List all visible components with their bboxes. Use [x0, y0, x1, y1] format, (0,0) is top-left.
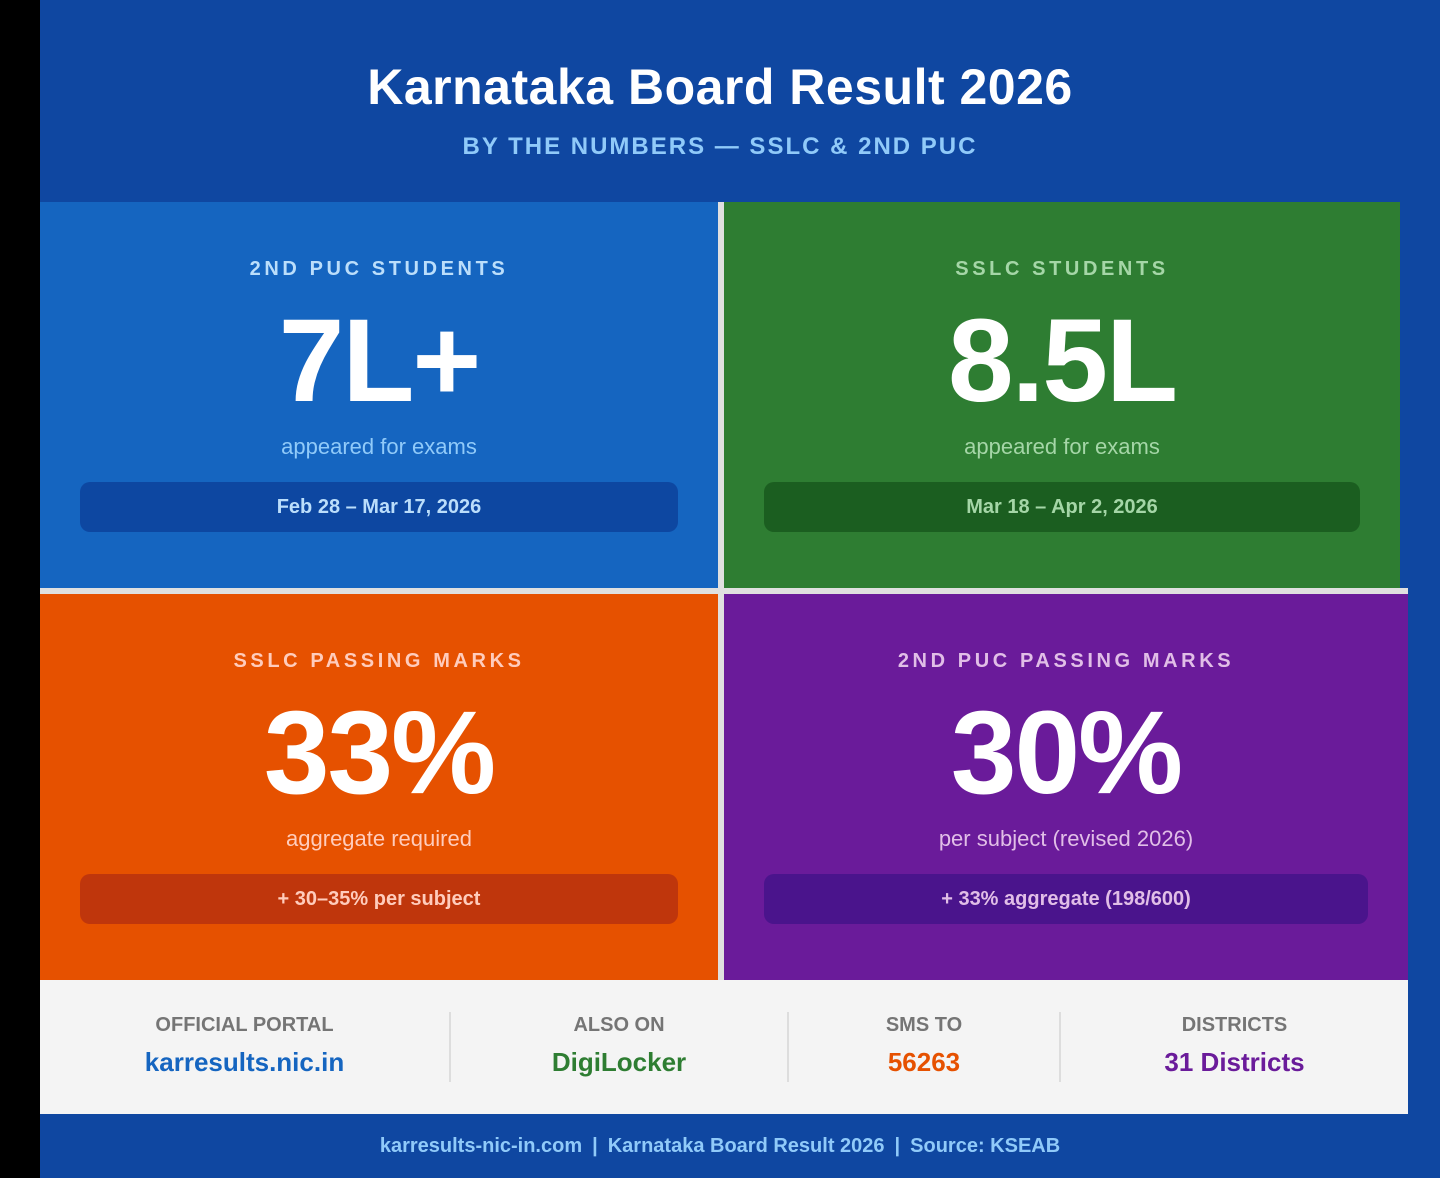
card-label: 2ND PUC PASSING MARKS: [897, 650, 1235, 672]
footer-separator: |: [592, 1135, 598, 1157]
page-title: Karnataka Board Result 2026: [367, 59, 1073, 115]
card-puc-passing-marks: 2ND PUC PASSING MARKS 30% per subject (r…: [724, 594, 1408, 980]
card-label: SSLC PASSING MARKS: [233, 650, 525, 672]
footer-source: Source: KSEAB: [910, 1135, 1061, 1157]
card-date-pill: Mar 18 – Apr 2, 2026: [764, 482, 1360, 532]
stat-label: SMS TO: [885, 1014, 963, 1036]
card-note-pill: + 33% aggregate (198/600): [764, 874, 1368, 924]
divider: [1059, 1012, 1061, 1082]
card-sslc-students: SSLC STUDENTS 8.5L appeared for exams Ma…: [724, 202, 1400, 588]
footer: karresults-nic-in.com | Karnataka Board Re…: [40, 1114, 1400, 1178]
stat-value: 56263: [887, 1047, 961, 1077]
stat-sms-to: SMS TO 56263: [789, 1012, 1059, 1082]
stat-also-on: ALSO ON DigiLocker: [451, 1012, 787, 1082]
card-value: 33%: [263, 687, 496, 819]
stat-label: DISTRICTS: [1181, 1014, 1288, 1036]
card-value: 8.5L: [947, 295, 1178, 427]
card-description: appeared for exams: [964, 434, 1160, 459]
stat-label: OFFICIAL PORTAL: [155, 1014, 334, 1036]
card-value: 30%: [950, 687, 1183, 819]
divider: [449, 1012, 451, 1082]
card-label: SSLC STUDENTS: [955, 258, 1169, 280]
infographic-page: Karnataka Board Result 2026 BY THE NUMBE…: [40, 0, 1440, 1178]
grid-edge: [1400, 202, 1408, 588]
card-description: per subject (revised 2026): [938, 826, 1194, 851]
page-subtitle: BY THE NUMBERS — SSLC & 2ND PUC: [462, 133, 978, 160]
card-value: 7L+: [278, 295, 482, 427]
stat-value: 31 Districts: [1164, 1047, 1305, 1077]
stat-value: DigiLocker: [551, 1047, 687, 1077]
card-note-pill: + 30–35% per subject: [80, 874, 678, 924]
card-description: appeared for exams: [281, 434, 477, 459]
card-description: aggregate required: [286, 826, 472, 851]
portal-link[interactable]: karresults.nic.in: [144, 1047, 345, 1077]
card-label: 2ND PUC STUDENTS: [249, 258, 509, 280]
stat-districts: DISTRICTS 31 Districts: [1061, 1012, 1408, 1082]
footer-title: Karnataka Board Result 2026: [607, 1135, 885, 1157]
card-sslc-passing-marks: SSLC PASSING MARKS 33% aggregate require…: [40, 594, 718, 980]
divider: [787, 1012, 789, 1082]
footer-site: karresults-nic-in.com: [379, 1135, 583, 1157]
footer-separator: |: [894, 1135, 901, 1157]
stat-official-portal: OFFICIAL PORTAL karresults.nic.in: [40, 1012, 449, 1082]
stat-label: ALSO ON: [573, 1014, 665, 1036]
header: Karnataka Board Result 2026 BY THE NUMBE…: [40, 0, 1400, 202]
card-puc-students: 2ND PUC STUDENTS 7L+ appeared for exams …: [40, 202, 718, 588]
card-date-pill: Feb 28 – Mar 17, 2026: [80, 482, 678, 532]
info-strip: OFFICIAL PORTAL karresults.nic.in ALSO O…: [40, 980, 1408, 1114]
